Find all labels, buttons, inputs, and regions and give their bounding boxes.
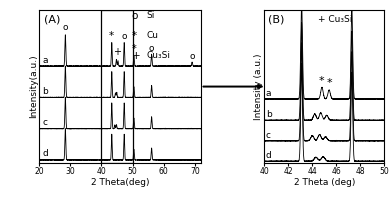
Text: c: c [42, 118, 47, 127]
Text: b: b [266, 110, 271, 119]
Text: d: d [42, 149, 48, 158]
Text: *: * [131, 31, 137, 41]
Text: *: * [326, 78, 332, 88]
Text: Si: Si [146, 12, 154, 20]
Text: Cu: Cu [146, 31, 158, 40]
Text: b: b [42, 87, 48, 96]
Text: a: a [42, 56, 48, 65]
Text: o: o [189, 52, 195, 61]
Text: o: o [122, 32, 127, 41]
Text: +: + [131, 51, 140, 61]
Text: o: o [131, 12, 138, 21]
Text: Cu₃Si: Cu₃Si [146, 51, 170, 60]
Text: o: o [63, 23, 68, 32]
Text: *: * [319, 76, 325, 86]
Y-axis label: Intensity (a.u.): Intensity (a.u.) [254, 53, 263, 120]
Text: + Cu₃Si: + Cu₃Si [318, 15, 353, 23]
X-axis label: 2 Theta (deg): 2 Theta (deg) [294, 178, 355, 187]
Text: *: * [132, 44, 136, 54]
Text: +: + [113, 48, 121, 58]
Text: (B): (B) [268, 15, 285, 24]
Bar [102, 10, 132, 163]
Y-axis label: Intensity(a.u.): Intensity(a.u.) [29, 55, 38, 118]
Text: *: * [109, 31, 114, 41]
Text: d: d [266, 151, 271, 160]
Text: a: a [266, 89, 271, 98]
X-axis label: 2 Theta(deg): 2 Theta(deg) [91, 178, 149, 187]
Text: o: o [149, 44, 154, 53]
Text: c: c [266, 131, 271, 140]
Text: (A): (A) [44, 15, 60, 24]
